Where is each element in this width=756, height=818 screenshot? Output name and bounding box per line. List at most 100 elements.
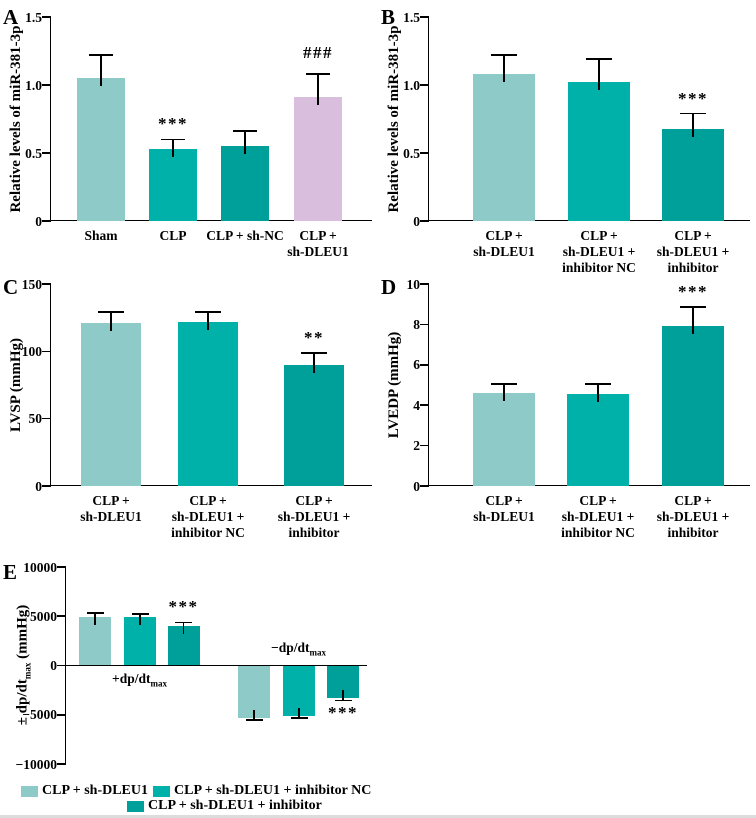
y-tick-mark <box>57 713 66 716</box>
y-tick-mark <box>42 485 51 487</box>
data-bar <box>473 74 535 221</box>
significance-annotation: ** <box>304 327 324 347</box>
y-tick-label: 0 <box>413 213 420 229</box>
legend-label: CLP + sh-DLEU1 <box>42 783 148 798</box>
data-bar <box>473 393 535 486</box>
y-tick-label: 2 <box>413 438 420 454</box>
y-tick-mark <box>420 323 429 326</box>
y-tick-label: 0 <box>50 658 57 673</box>
group-label: −dp/dtmax <box>271 639 326 658</box>
category-label: CLP + sh-DLEU1 <box>80 493 142 524</box>
significance-annotation: *** <box>168 597 199 617</box>
error-bar-cap <box>98 311 124 314</box>
error-bar-cap <box>86 612 104 614</box>
panel-letter: A <box>3 5 19 29</box>
error-bar-stem <box>598 59 600 91</box>
legend-label: CLP + sh-DLEU1 + inhibitor <box>148 798 322 813</box>
error-bar-cap <box>586 58 612 60</box>
error-bar-stem <box>110 312 112 332</box>
error-bar-cap <box>245 719 263 721</box>
data-bar <box>284 364 344 486</box>
error-bar-stem <box>342 690 344 701</box>
y-tick-label: 1.0 <box>403 77 420 93</box>
panel-e: E ± dp/dtmax (mmHg) 10000 5000 0 −5000 −1000… <box>0 555 430 778</box>
y-tick-label: 0 <box>35 213 42 229</box>
panel-c: C LVSP (mmHg) 0 50 100 150 CLP + sh-DLEU1 CLP… <box>0 270 378 555</box>
error-bar-stem <box>244 131 246 155</box>
data-bar <box>294 97 342 221</box>
error-bar-stem <box>317 74 319 106</box>
significance-annotation: *** <box>678 282 708 302</box>
data-bar <box>149 148 197 221</box>
legend-item: CLP + sh-DLEU1 + inhibitor <box>127 798 322 814</box>
data-bar <box>77 78 125 221</box>
y-tick-label: 0 <box>413 478 420 494</box>
category-label: CLP + sh-DLEU1 <box>287 228 349 259</box>
y-tick-mark <box>420 364 429 366</box>
category-label: CLP + sh-DLEU1 + inhibitor <box>656 493 730 540</box>
y-tick-label: 10000 <box>23 559 57 575</box>
category-label: CLP + sh-DLEU1 <box>473 493 535 524</box>
y-tick-mark <box>57 664 66 667</box>
error-bar-stem <box>253 709 255 721</box>
error-bar-stem <box>313 352 315 373</box>
y-tick-label: 1.5 <box>403 9 420 25</box>
legend-swatch <box>21 785 38 797</box>
data-bar <box>81 323 141 486</box>
y-tick-mark <box>420 16 429 18</box>
legend-swatch <box>153 785 170 797</box>
error-bar-cap <box>233 130 257 133</box>
y-tick-mark <box>42 283 51 285</box>
y-axis-title: Relative levels of miR-381-3p <box>386 25 402 213</box>
error-bar-stem <box>100 55 102 87</box>
error-bar-cap <box>290 717 308 719</box>
y-tick-mark <box>42 220 51 222</box>
category-label: CLP + sh-DLEU1 <box>473 228 535 259</box>
panel-b: B Relative levels of miR-381-3p 0 0.5 1.0 1… <box>378 0 756 275</box>
data-bar <box>283 665 315 716</box>
data-bar <box>662 326 724 486</box>
error-bar-stem <box>692 113 694 137</box>
error-bar-stem <box>503 383 505 402</box>
category-label: CLP <box>159 228 187 243</box>
y-tick-label: 4 <box>413 397 420 413</box>
y-axis-title: LVSP (mmHg) <box>8 337 24 433</box>
error-bar-cap <box>175 621 192 624</box>
zero-axis-line <box>66 664 367 667</box>
significance-annotation: ### <box>303 43 333 63</box>
y-tick-mark <box>420 444 429 447</box>
y-tick-label: 5000 <box>30 608 57 624</box>
category-label: CLP + sh-DLEU1 + inhibitor NC <box>562 228 636 275</box>
panel-letter: B <box>381 5 396 29</box>
y-tick-mark <box>42 152 51 154</box>
y-tick-label: −10000 <box>15 756 57 772</box>
data-bar <box>662 128 724 221</box>
legend-item: CLP + sh-DLEU1 + inhibitor NC <box>153 783 371 799</box>
y-tick-mark <box>420 220 429 222</box>
category-label: CLP + sh-DLEU1 + inhibitor <box>277 493 351 540</box>
error-bar-cap <box>680 112 706 115</box>
category-label: CLP + sh-DLEU1 + inhibitor NC <box>171 493 245 540</box>
panel-a: A Relative levels of miR-381-3p 0 0.5 1.0 1… <box>0 0 378 270</box>
data-bar <box>238 665 270 718</box>
y-tick-label: 6 <box>413 357 420 373</box>
significance-annotation: *** <box>158 114 188 134</box>
data-bar <box>567 394 629 486</box>
error-bar-stem <box>692 307 694 335</box>
error-bar-cap <box>491 383 517 385</box>
y-tick-mark <box>42 16 51 18</box>
error-bar-cap <box>195 311 221 314</box>
data-bar <box>178 321 238 486</box>
y-tick-label: 0 <box>35 478 42 494</box>
panel-a-plot: 0 0.5 1.0 1.5 Sham *** CLP CLP + sh-NC ### CLP + … <box>25 10 372 259</box>
significance-annotation: *** <box>328 703 358 723</box>
error-bar-stem <box>597 383 599 403</box>
error-bar-cap <box>131 612 149 615</box>
category-label: CLP + sh-DLEU1 + inhibitor <box>656 228 730 275</box>
y-tick-label: 1.5 <box>25 9 42 25</box>
panel-letter: D <box>381 275 397 299</box>
y-tick-label: 10 <box>406 276 421 292</box>
y-axis-title: LVEDP (mmHg) <box>386 331 402 439</box>
y-tick-mark <box>420 84 429 86</box>
legend-swatch <box>127 800 144 812</box>
